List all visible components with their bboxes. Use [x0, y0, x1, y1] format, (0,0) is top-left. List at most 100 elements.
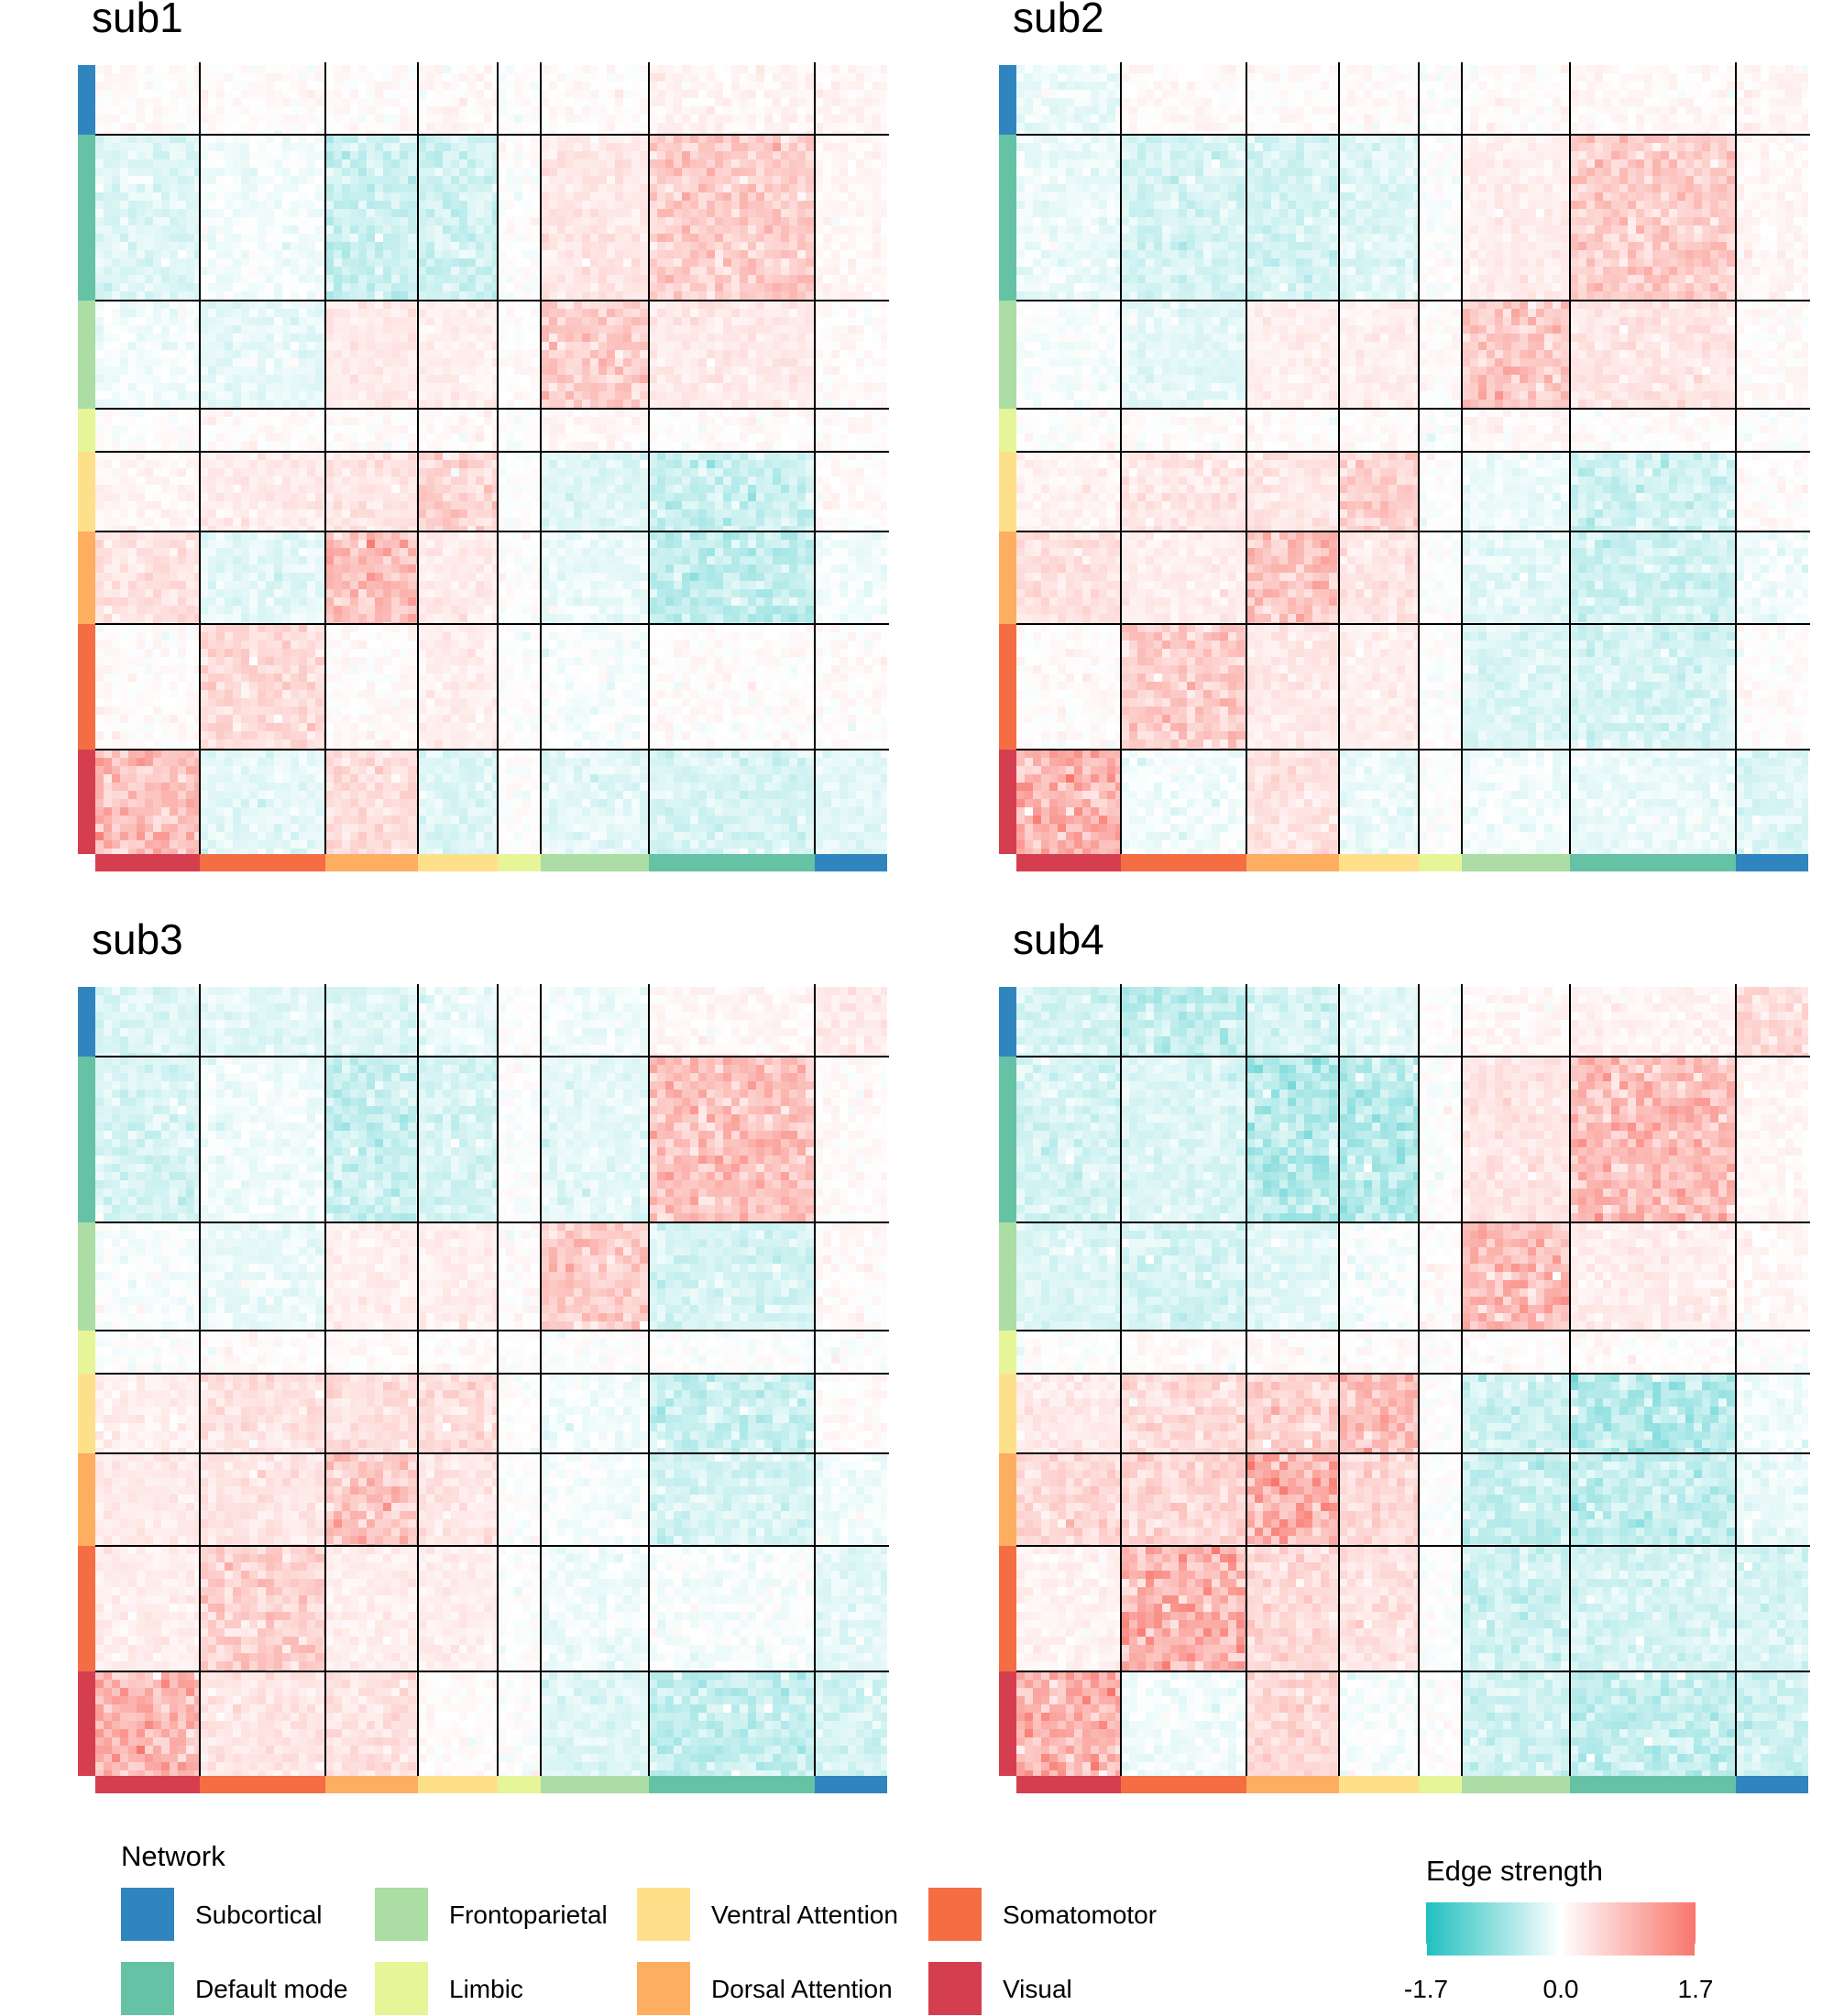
heatmap-cell	[274, 123, 282, 131]
heatmap-cell	[400, 192, 408, 201]
heatmap-cell	[194, 73, 200, 82]
heatmap-cell	[145, 309, 153, 317]
heatmap-cell	[498, 168, 506, 176]
heatmap-cell	[690, 391, 698, 400]
heatmap-cell	[104, 442, 112, 450]
heatmap-cell	[274, 250, 282, 258]
heatmap-cell	[549, 433, 557, 442]
heatmap-cell	[823, 123, 831, 131]
heatmap-cell	[756, 209, 764, 217]
heatmap-cell	[789, 283, 797, 291]
heatmap-cell	[498, 309, 506, 317]
heatmap-cell	[731, 301, 740, 309]
heatmap-cell	[375, 342, 383, 350]
heatmap-cell	[443, 258, 451, 267]
heatmap-cell	[266, 98, 274, 106]
heatmap-cell	[840, 184, 848, 192]
heatmap-cell	[375, 159, 383, 168]
heatmap-cell	[640, 73, 648, 82]
heatmap-cell	[434, 291, 443, 300]
heatmap-cell	[615, 192, 623, 201]
heatmap-cell	[781, 135, 789, 143]
heatmap-cell	[145, 383, 153, 391]
heatmap-cell	[781, 217, 789, 225]
heatmap-cell	[400, 65, 408, 73]
heatmap-cell	[531, 242, 539, 250]
heatmap-cell	[186, 98, 194, 106]
heatmap-cell	[682, 73, 690, 82]
heatmap-cell	[773, 383, 781, 391]
heatmap-cell	[607, 409, 615, 417]
heatmap-cell	[367, 90, 375, 98]
heatmap-cell	[649, 135, 657, 143]
heatmap-cell	[640, 417, 648, 425]
heatmap-cell	[690, 325, 698, 334]
heatmap-cell	[557, 192, 565, 201]
heatmap-cell	[682, 98, 690, 106]
heatmap-cell	[631, 258, 640, 267]
heatmap-cell	[797, 342, 806, 350]
heatmap-cell	[492, 131, 498, 135]
heatmap-cell	[216, 234, 225, 242]
heatmap-cell	[291, 383, 299, 391]
heatmap-cell	[400, 325, 408, 334]
heatmap-cell	[492, 151, 498, 159]
heatmap-cell	[731, 98, 740, 106]
heatmap-cell	[307, 358, 315, 367]
heatmap-cell	[541, 159, 549, 168]
heatmap-cell	[325, 250, 334, 258]
heatmap-cell	[590, 383, 598, 391]
heatmap-cell	[325, 217, 334, 225]
heatmap-cell	[451, 98, 459, 106]
heatmap-cell	[698, 275, 707, 283]
heatmap-cell	[831, 383, 840, 391]
heatmap-cell	[104, 358, 112, 367]
heatmap-cell	[408, 400, 416, 408]
heatmap-cell	[200, 325, 208, 334]
heatmap-cell	[137, 301, 145, 309]
heatmap-cell	[815, 151, 823, 159]
heatmap-cell	[806, 82, 814, 90]
heatmap-cell	[299, 135, 307, 143]
heatmap-cell	[522, 425, 531, 433]
heatmap-cell	[358, 209, 367, 217]
heatmap-cell	[391, 267, 400, 275]
heatmap-cell	[531, 275, 539, 283]
heatmap-cell	[789, 425, 797, 433]
heatmap-cell	[582, 201, 590, 209]
heatmap-cell	[615, 184, 623, 192]
heatmap-block-default-mode-x-somatomotor	[200, 135, 325, 301]
heatmap-cell	[541, 400, 549, 408]
heatmap-cell	[674, 184, 682, 192]
heatmap-cell	[95, 159, 104, 168]
heatmap-cell	[383, 409, 391, 417]
heatmap-cell	[241, 350, 249, 358]
heatmap-cell	[200, 417, 208, 425]
heatmap-cell	[342, 151, 350, 159]
heatmap-cell	[848, 258, 856, 267]
heatmap-cell	[557, 143, 565, 151]
heatmap-cell	[623, 115, 631, 123]
heatmap-cell	[715, 267, 723, 275]
heatmap-cell	[325, 309, 334, 317]
heatmap-cell	[514, 225, 522, 234]
heatmap-cell	[367, 143, 375, 151]
heatmap-cell	[315, 192, 324, 201]
heatmap-cell	[249, 217, 258, 225]
heatmap-cell	[690, 367, 698, 375]
heatmap-cell	[707, 358, 715, 367]
heatmap-cell	[241, 275, 249, 283]
heatmap-cell	[623, 358, 631, 367]
heatmap-cell	[707, 176, 715, 184]
heatmap-cell	[342, 123, 350, 131]
heatmap-cell	[574, 65, 582, 73]
heatmap-cell	[598, 334, 607, 342]
heatmap-cell	[200, 301, 208, 309]
heatmap-cell	[514, 135, 522, 143]
heatmap-cell	[186, 442, 194, 450]
heatmap-cell	[391, 301, 400, 309]
heatmap-cell	[873, 400, 881, 408]
heatmap-cell	[120, 400, 128, 408]
heatmap-cell	[434, 123, 443, 131]
heatmap-cell	[856, 375, 864, 383]
